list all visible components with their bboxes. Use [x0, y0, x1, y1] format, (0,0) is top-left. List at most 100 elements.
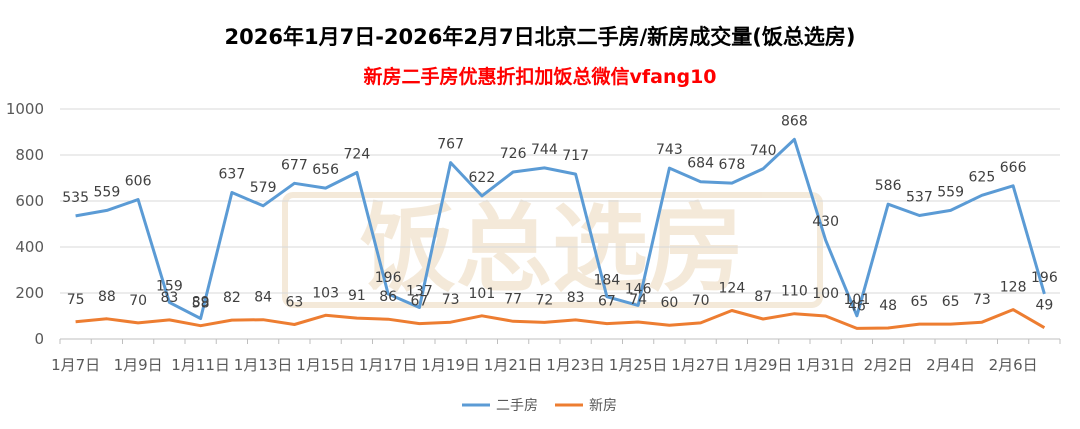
- series-line-secondhand: [75, 137, 1046, 320]
- y-tick-label: 0: [34, 330, 44, 348]
- data-label: 77: [504, 291, 522, 307]
- data-label: 146: [625, 281, 652, 297]
- y-tick-label: 1000: [6, 100, 44, 118]
- data-label: 586: [875, 178, 902, 194]
- data-label: 101: [844, 292, 871, 308]
- data-label: 100: [812, 286, 839, 302]
- y-tick-label: 800: [15, 146, 44, 164]
- data-label: 73: [442, 292, 460, 308]
- data-label: 677: [281, 157, 308, 173]
- data-label: 184: [594, 273, 621, 289]
- data-label: 82: [223, 290, 241, 306]
- data-label: 60: [660, 295, 678, 311]
- series-lines: [75, 137, 1046, 330]
- chart-subtitle: 新房二手房优惠折扣加饭总微信vfang10: [363, 65, 716, 88]
- data-label: 743: [656, 142, 683, 158]
- data-label: 103: [312, 285, 339, 301]
- data-label: 579: [250, 180, 277, 196]
- data-label: 101: [469, 286, 496, 302]
- data-label: 72: [535, 292, 553, 308]
- y-tick-label: 400: [15, 238, 44, 256]
- x-tick-label: 1月25日: [609, 356, 668, 374]
- x-axis: 1月7日 1月9日 1月11日 1月13日 1月15日 1月17日 1月19日 1月21日 1月…: [51, 339, 1061, 374]
- chart-title: 2026年1月7日-2026年2月7日北京二手房/新房成交量(饭总选房): [225, 25, 856, 49]
- data-label: 86: [379, 289, 397, 305]
- data-label: 110: [781, 284, 808, 300]
- y-axis: 0 200 400 600 800 1000: [6, 100, 44, 348]
- data-label: 559: [937, 184, 964, 200]
- data-label: 65: [942, 294, 960, 310]
- data-label: 128: [1000, 280, 1027, 296]
- x-tick-label: 1月7日: [51, 356, 100, 374]
- data-label: 767: [437, 137, 464, 153]
- data-label: 744: [531, 142, 558, 158]
- x-tick-label: 2月6日: [989, 356, 1038, 374]
- data-label: 83: [567, 290, 585, 306]
- data-label: 88: [98, 289, 116, 305]
- data-label: 87: [754, 289, 772, 305]
- data-label: 84: [254, 290, 272, 306]
- data-label: 70: [692, 293, 710, 309]
- data-label: 58: [192, 296, 210, 312]
- data-label: 684: [687, 156, 714, 172]
- data-label: 65: [910, 294, 928, 310]
- legend-label: 新房: [589, 398, 617, 414]
- data-label: 91: [348, 288, 366, 304]
- x-tick-label: 2月4日: [926, 356, 975, 374]
- x-tick-label: 1月27日: [671, 356, 730, 374]
- data-label: 67: [598, 294, 616, 310]
- series-line-newhome: [75, 308, 1046, 330]
- legend-label: 二手房: [496, 398, 538, 414]
- data-label: 48: [879, 298, 897, 314]
- data-label: 740: [750, 143, 777, 159]
- data-label: 63: [285, 295, 303, 311]
- x-tick-label: 1月29日: [734, 356, 793, 374]
- data-label: 724: [344, 146, 371, 162]
- x-tick-label: 1月23日: [546, 356, 605, 374]
- data-label: 89: [192, 295, 210, 311]
- data-label: 678: [719, 157, 746, 173]
- legend: 二手房 新房: [462, 398, 617, 414]
- data-label: 196: [375, 270, 402, 286]
- data-label: 622: [469, 170, 496, 186]
- data-label: 559: [94, 184, 121, 200]
- data-label: 196: [1031, 270, 1058, 286]
- y-tick-label: 200: [15, 284, 44, 302]
- data-label: 124: [719, 280, 746, 296]
- data-label: 717: [562, 148, 589, 164]
- x-tick-label: 1月13日: [234, 356, 293, 374]
- data-label: 67: [410, 294, 428, 310]
- data-label: 73: [973, 292, 991, 308]
- data-label: 726: [500, 146, 527, 162]
- x-tick-label: 1月31日: [796, 356, 855, 374]
- data-label: 625: [969, 169, 996, 185]
- data-label: 83: [160, 290, 178, 306]
- data-label: 656: [312, 162, 339, 178]
- data-label: 430: [812, 214, 839, 230]
- data-label: 137: [406, 283, 433, 299]
- data-label: 70: [129, 293, 147, 309]
- watermark-frame: [282, 192, 823, 308]
- data-label: 75: [67, 292, 85, 308]
- y-tick-label: 600: [15, 192, 44, 210]
- data-label: 49: [1035, 298, 1053, 314]
- data-label: 666: [1000, 160, 1027, 176]
- data-label: 537: [906, 189, 933, 205]
- x-tick-label: 1月9日: [114, 356, 163, 374]
- data-label: 74: [629, 292, 647, 308]
- data-label: 868: [781, 113, 808, 129]
- data-label: 637: [219, 166, 246, 182]
- data-label: 606: [125, 174, 152, 190]
- x-tick-label: 1月11日: [171, 356, 230, 374]
- gridlines: [60, 108, 1060, 340]
- data-label: 46: [848, 298, 866, 314]
- data-label: 535: [62, 190, 89, 206]
- x-tick-label: 1月17日: [359, 356, 418, 374]
- data-label: 159: [156, 278, 183, 294]
- x-tick-label: 2月2日: [864, 356, 913, 374]
- x-tick-label: 1月21日: [484, 356, 543, 374]
- x-tick-label: 1月15日: [296, 356, 355, 374]
- x-tick-label: 1月19日: [421, 356, 480, 374]
